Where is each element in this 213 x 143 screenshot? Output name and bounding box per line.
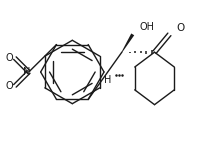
Text: O: O	[5, 81, 13, 91]
Text: N: N	[23, 67, 30, 77]
Text: O: O	[176, 23, 185, 33]
Text: OH: OH	[140, 22, 155, 32]
Text: H: H	[104, 75, 112, 85]
Text: O: O	[5, 53, 13, 63]
Polygon shape	[121, 33, 134, 52]
